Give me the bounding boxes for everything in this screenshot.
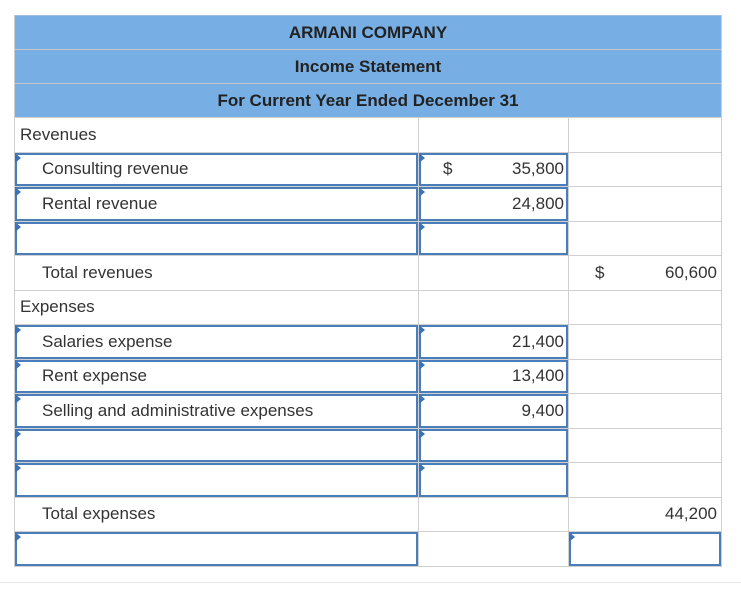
expense-amount: 13,400 bbox=[512, 366, 564, 386]
input-flag-icon bbox=[15, 152, 21, 163]
expense-row-selling-admin: Selling and administrative expenses 9,40… bbox=[15, 393, 721, 428]
expense-amount-input-2[interactable] bbox=[419, 359, 568, 393]
input-flag-icon bbox=[15, 428, 21, 439]
total-revenues-row: Total revenues $ 60,600 bbox=[15, 255, 721, 290]
net-income-label-input[interactable] bbox=[15, 532, 418, 566]
input-flag-icon bbox=[15, 532, 21, 542]
expense-row-empty-2 bbox=[15, 462, 721, 497]
total-expenses-amount: 44,200 bbox=[665, 504, 717, 524]
expense-label: Salaries expense bbox=[42, 331, 173, 351]
input-flag-icon bbox=[15, 187, 21, 197]
revenue-row-rental: Rental revenue 24,800 bbox=[15, 186, 721, 221]
total-expenses-label: Total expenses bbox=[42, 504, 156, 524]
expense-row-rent: Rent expense 13,400 bbox=[15, 358, 721, 393]
expense-amount-input-1[interactable] bbox=[419, 325, 568, 359]
expense-label-input-4[interactable] bbox=[15, 428, 418, 462]
input-flag-icon bbox=[15, 463, 21, 473]
input-flag-icon bbox=[419, 152, 425, 163]
revenue-amount: 24,800 bbox=[512, 193, 564, 213]
input-flag-icon bbox=[419, 221, 425, 232]
expense-amount-input-5[interactable] bbox=[419, 463, 568, 497]
input-flag-icon bbox=[419, 394, 425, 404]
company-name: ARMANI COMPANY bbox=[15, 15, 721, 49]
expense-amount: 21,400 bbox=[512, 331, 564, 351]
revenue-label-input-1[interactable] bbox=[15, 152, 418, 186]
income-statement-table: ARMANI COMPANY Income Statement For Curr… bbox=[14, 15, 722, 567]
expense-label-input-2[interactable] bbox=[15, 359, 418, 393]
input-flag-icon bbox=[419, 428, 425, 439]
statement-period: For Current Year Ended December 31 bbox=[15, 83, 721, 117]
input-flag-icon bbox=[569, 532, 575, 542]
expense-amount-input-4[interactable] bbox=[419, 428, 568, 462]
currency-symbol: $ bbox=[595, 262, 605, 282]
total-revenues-label: Total revenues bbox=[42, 262, 153, 282]
revenue-label: Rental revenue bbox=[42, 193, 158, 213]
expense-row-salaries: Salaries expense 21,400 bbox=[15, 324, 721, 359]
input-flag-icon bbox=[419, 359, 425, 370]
net-income-amount-input[interactable] bbox=[569, 532, 721, 566]
revenue-row-empty bbox=[15, 220, 721, 255]
expenses-section-row: Expenses bbox=[15, 289, 721, 324]
expense-label: Selling and administrative expenses bbox=[42, 400, 314, 420]
input-flag-icon bbox=[419, 187, 425, 197]
expense-label-input-5[interactable] bbox=[15, 463, 418, 497]
expense-amount-input-3[interactable] bbox=[419, 394, 568, 428]
expense-row-empty-1 bbox=[15, 427, 721, 462]
revenue-row-consulting: Consulting revenue $ 35,800 bbox=[15, 151, 721, 186]
revenue-amount: 35,800 bbox=[512, 159, 564, 179]
expense-label-input-1[interactable] bbox=[15, 325, 418, 359]
input-flag-icon bbox=[419, 463, 425, 473]
expense-amount: 9,400 bbox=[521, 400, 564, 420]
net-income-row bbox=[15, 531, 721, 566]
revenues-section-row: Revenues bbox=[15, 117, 721, 152]
input-flag-icon bbox=[419, 325, 425, 335]
expenses-section-label: Expenses bbox=[20, 297, 95, 317]
input-flag-icon bbox=[15, 325, 21, 335]
revenues-section-label: Revenues bbox=[20, 124, 97, 144]
input-flag-icon bbox=[15, 359, 21, 370]
revenue-label-input-3[interactable] bbox=[15, 221, 418, 255]
expense-label-input-3[interactable] bbox=[15, 394, 418, 428]
statement-title: Income Statement bbox=[15, 49, 721, 83]
total-revenues-amount: 60,600 bbox=[665, 262, 717, 282]
input-flag-icon bbox=[15, 394, 21, 404]
revenue-label-input-2[interactable] bbox=[15, 187, 418, 221]
total-expenses-row: Total expenses 44,200 bbox=[15, 496, 721, 531]
revenue-amount-input-2[interactable] bbox=[419, 187, 568, 221]
revenue-label: Consulting revenue bbox=[42, 159, 189, 179]
page-divider bbox=[0, 582, 741, 583]
revenue-amount-input-3[interactable] bbox=[419, 221, 568, 255]
expense-label: Rent expense bbox=[42, 366, 147, 386]
currency-symbol: $ bbox=[443, 159, 453, 179]
input-flag-icon bbox=[15, 221, 21, 232]
revenue-amount-input-1[interactable] bbox=[419, 152, 568, 186]
